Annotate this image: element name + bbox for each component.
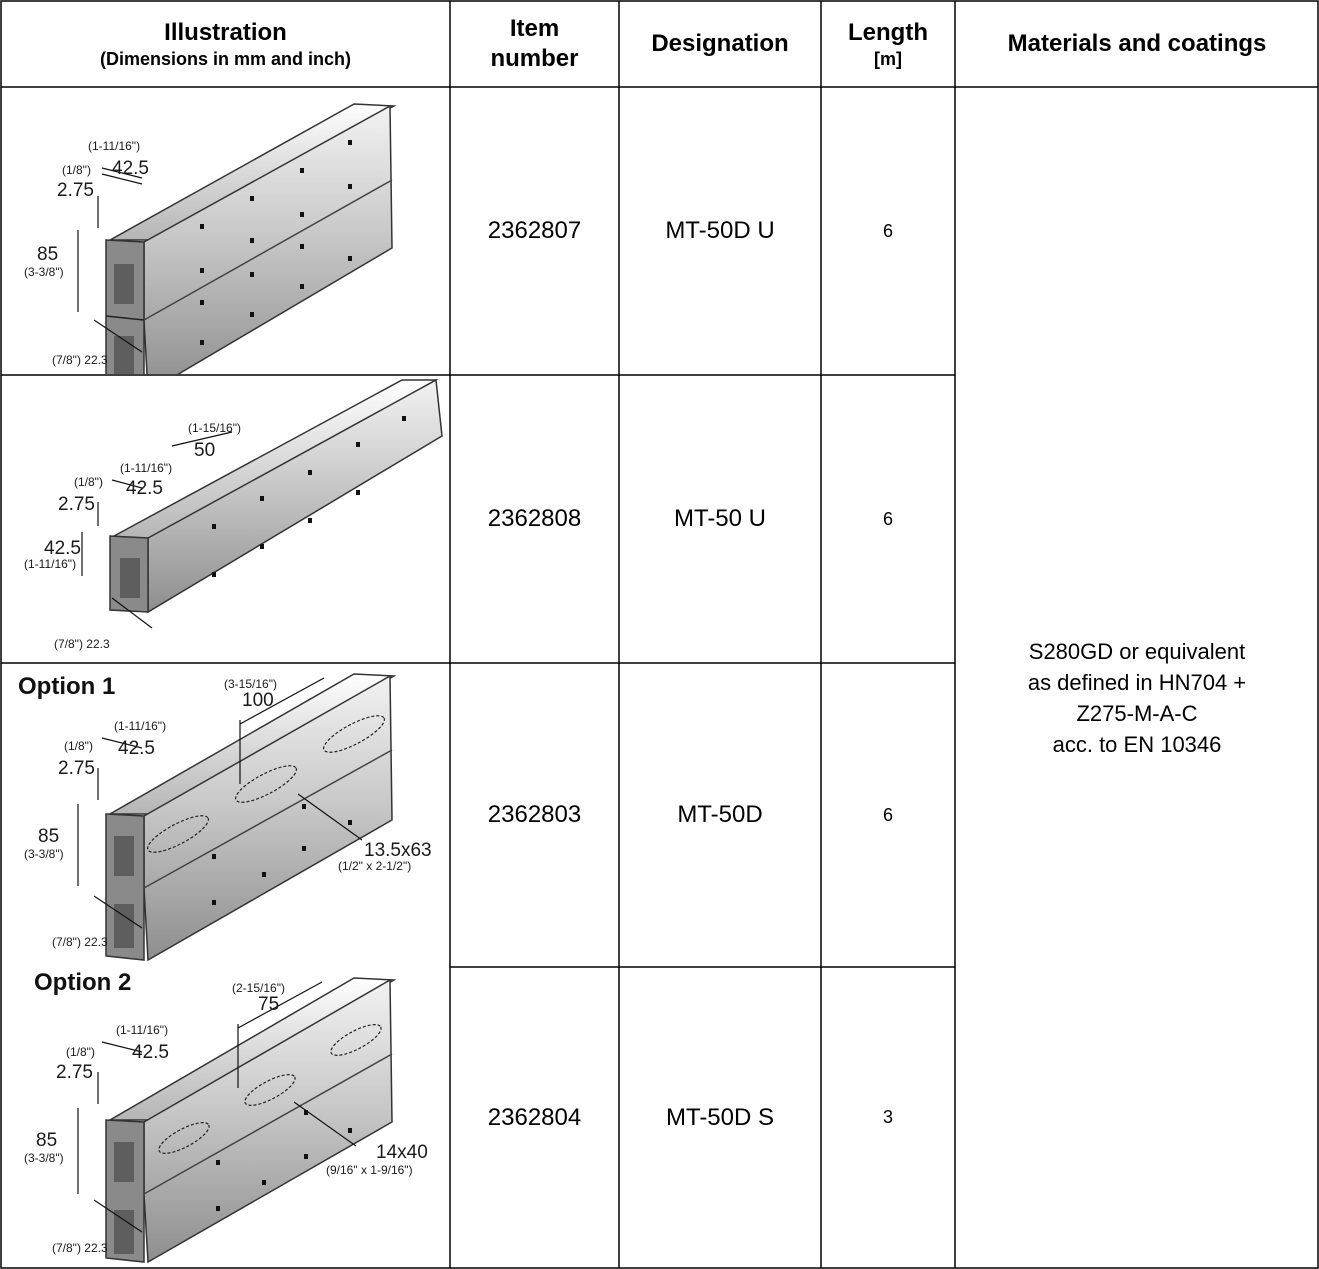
row2-length: 6 <box>882 508 893 529</box>
opt1-lip-mm: 2.75 <box>58 758 95 779</box>
ill1-top-mm: 42.5 <box>112 158 149 179</box>
ill2-hole-inch: (1-15/16") <box>188 421 241 435</box>
ill2-hole-mm: 50 <box>194 440 215 461</box>
hole-dots <box>216 1110 352 1211</box>
ill2-h-inch: (1-11/16") <box>24 557 76 571</box>
opt1-spacing-inch: (3-15/16") <box>224 677 277 691</box>
channel-shape <box>105 977 397 1264</box>
row4-designation: MT-50D S <box>665 1103 775 1131</box>
materials-cell: S280GD or equivalent as defined in HN704… <box>955 87 1319 1268</box>
row3-item: 2362803 <box>487 801 582 828</box>
illustration-option2: Option 2 (2-15/16") 75 (1-11/16") 42.5 <box>24 969 428 1264</box>
option2-title: Option 2 <box>34 969 131 996</box>
option1-title: Option 1 <box>18 673 115 700</box>
header-designation: Designation <box>651 30 789 57</box>
row2-item: 2362808 <box>487 505 582 532</box>
header-illustration-sub: (Dimensions in mm and inch) <box>99 49 352 69</box>
opt2-spacing-mm: 75 <box>258 994 279 1015</box>
row1-length: 6 <box>882 220 893 241</box>
header-illustration-label: Illustration <box>164 19 287 46</box>
opt1-top-inch: (1-11/16") <box>114 719 166 733</box>
header-illustration: Illustration (Dimensions in mm and inch) <box>1 1 450 87</box>
materials-line-3: Z275-M-A-C <box>1076 700 1198 726</box>
row3-designation: MT-50D <box>677 801 763 828</box>
channel-shape <box>105 103 397 374</box>
materials-line-4: acc. to EN 10346 <box>1052 731 1222 757</box>
ill1-w-label: (7/8") 22.3 <box>52 353 108 367</box>
opt1-spacing-mm: 100 <box>242 690 274 711</box>
illustration-mt50u: (1-15/16") 50 (1-11/16") 42.5 (1/8") 2.7… <box>24 378 443 651</box>
ill1-h-mm: 85 <box>37 244 58 265</box>
materials-line-2: as defined in HN704 + <box>1027 669 1247 695</box>
ill2-top-inch: (1-11/16") <box>120 461 172 475</box>
header-length-unit: [m] <box>874 49 902 69</box>
ill1-top-inch: (1-11/16") <box>88 139 140 153</box>
row2-designation: MT-50 U <box>673 505 766 532</box>
ill1-lip-inch: (1/8") <box>62 163 91 177</box>
opt1-slot-inch: (1/2" x 2-1/2") <box>338 859 411 873</box>
row1-item: 2362807 <box>487 217 582 244</box>
ill2-w-label: (7/8") 22.3 <box>54 637 110 651</box>
opt2-h-mm: 85 <box>36 1130 57 1151</box>
opt2-lip-inch: (1/8") <box>66 1045 95 1059</box>
opt1-w-label: (7/8") 22.3 <box>52 935 108 949</box>
illustration-mt50du: (1-11/16") 42.5 (1/8") 2.75 85 (3-3/8") … <box>24 103 397 374</box>
opt1-h-mm: 85 <box>38 826 59 847</box>
opt2-w-label: (7/8") 22.3 <box>52 1241 108 1255</box>
opt2-slot-mm: 14x40 <box>376 1142 428 1163</box>
ill2-lip-mm: 2.75 <box>58 494 95 515</box>
row3-length: 6 <box>882 804 893 825</box>
opt1-lip-inch: (1/8") <box>64 739 93 753</box>
header-item-number: Item number <box>490 15 579 72</box>
opt2-h-inch: (3-3/8") <box>24 1151 64 1165</box>
opt2-top-mm: 42.5 <box>132 1042 169 1063</box>
slot-outlines <box>147 715 385 853</box>
opt2-lip-mm: 2.75 <box>56 1062 93 1083</box>
opt2-spacing-inch: (2-15/16") <box>232 981 285 995</box>
opt2-top-inch: (1-11/16") <box>116 1023 168 1037</box>
materials-line-1: S280GD or equivalent <box>1028 638 1246 664</box>
ill2-top-mm: 42.5 <box>126 478 163 499</box>
row4-item: 2362804 <box>487 1103 582 1131</box>
illustration-option1: Option 1 (3-15/16") 100 (1-11/16") 42.5 <box>18 673 432 962</box>
channel-shape <box>105 673 397 962</box>
row4-length: 3 <box>882 1107 893 1127</box>
ill2-lip-inch: (1/8") <box>74 475 103 489</box>
channel-shape <box>109 378 443 614</box>
opt1-top-mm: 42.5 <box>118 738 155 759</box>
header-length-label: Length <box>848 19 928 46</box>
hole-dots <box>212 416 406 577</box>
ill1-lip-mm: 2.75 <box>57 180 94 201</box>
header-length: Length [m] <box>821 1 955 87</box>
opt1-h-inch: (3-3/8") <box>24 847 64 861</box>
ill1-h-inch: (3-3/8") <box>24 265 64 279</box>
header-materials: Materials and coatings <box>1007 30 1267 57</box>
hole-dots <box>212 804 352 905</box>
row1-designation: MT-50D U <box>665 217 775 244</box>
opt1-slot-mm: 13.5x63 <box>364 840 432 861</box>
opt2-slot-inch: (9/16" x 1-9/16") <box>326 1163 413 1177</box>
ill2-h-mm: 42.5 <box>44 538 81 559</box>
hole-dots <box>200 140 352 345</box>
